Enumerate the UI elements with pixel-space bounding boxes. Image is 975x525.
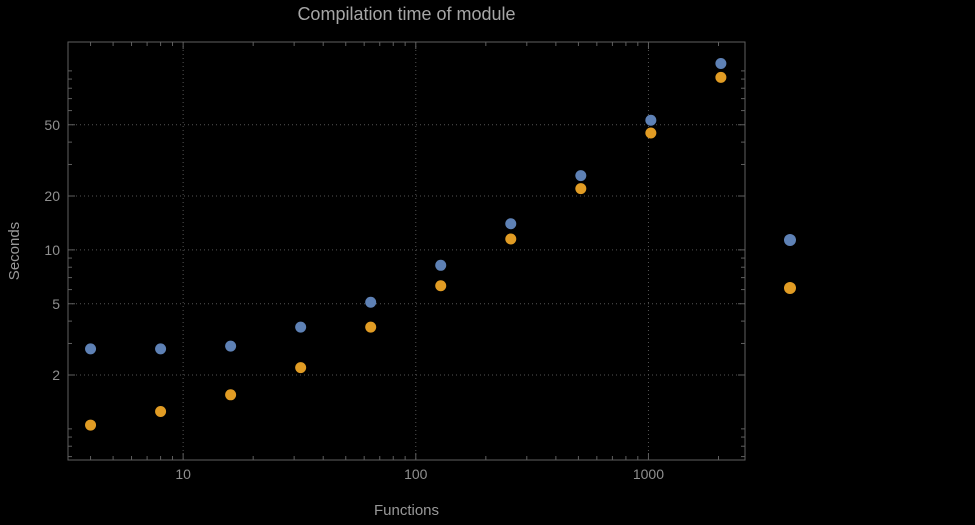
point-series-2: [505, 233, 517, 245]
x-tick-label: 100: [404, 466, 428, 482]
x-tick-label: 1000: [633, 466, 664, 482]
point-series-2: [435, 280, 447, 292]
point-series-1: [715, 57, 727, 69]
point-series-1: [225, 340, 237, 352]
legend-marker: [784, 282, 796, 294]
point-series-1: [85, 343, 97, 355]
point-series-2: [225, 389, 237, 401]
x-axis-label: Functions: [373, 502, 440, 519]
y-tick-label: 50: [44, 117, 60, 133]
x-tick-label: 10: [175, 466, 191, 482]
point-series-1: [645, 114, 657, 126]
legend-marker: [784, 234, 796, 246]
y-axis-label: Seconds: [6, 221, 23, 281]
point-series-2: [645, 127, 657, 139]
point-series-1: [505, 218, 517, 230]
y-tick-label: 20: [44, 188, 60, 204]
point-series-1: [575, 170, 587, 182]
point-series-1: [435, 259, 447, 271]
point-series-2: [575, 183, 587, 195]
point-series-2: [155, 406, 167, 418]
point-series-1: [155, 343, 167, 355]
point-series-1: [365, 296, 377, 308]
point-series-2: [715, 71, 727, 83]
y-tick-label: 5: [52, 296, 60, 312]
point-series-2: [85, 419, 97, 431]
y-tick-label: 10: [44, 242, 60, 258]
y-tick-label: 2: [52, 367, 60, 383]
chart-title: Compilation time of module: [297, 4, 516, 24]
point-series-2: [295, 362, 307, 374]
point-series-2: [365, 321, 377, 333]
plot-frame: [67, 41, 746, 461]
point-series-1: [295, 321, 307, 333]
